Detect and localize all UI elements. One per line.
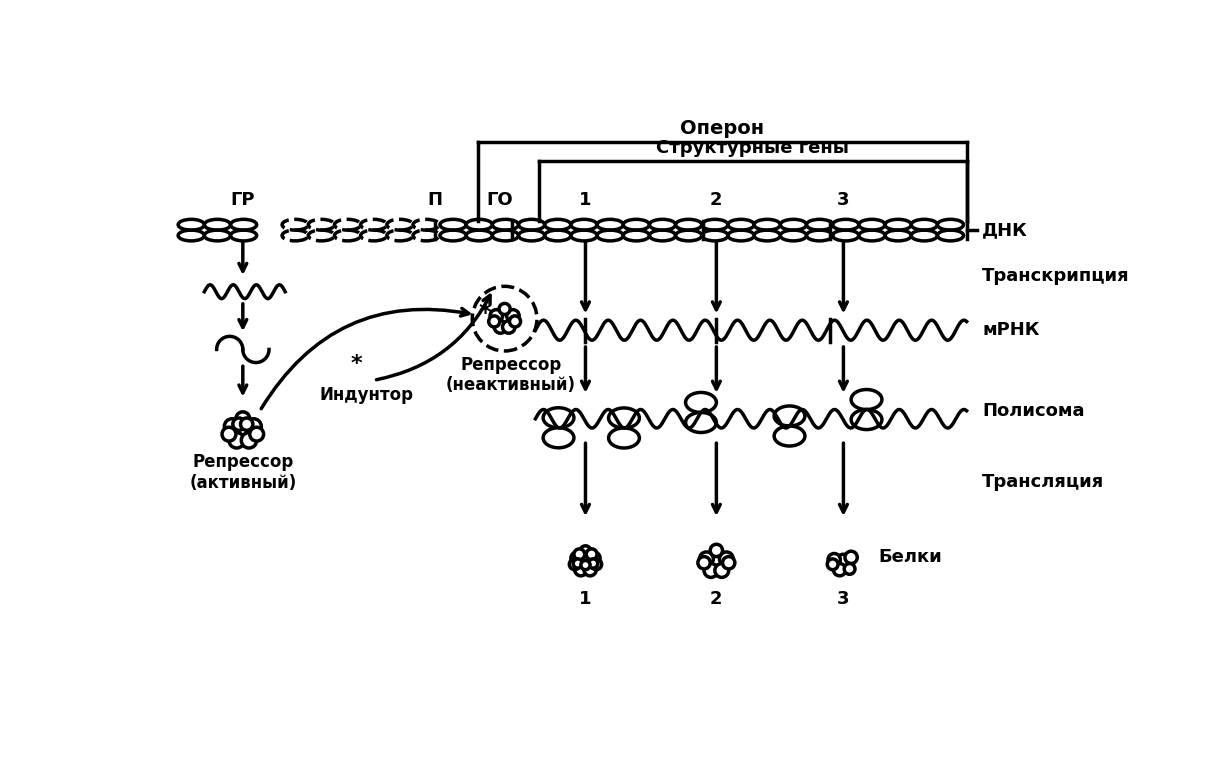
Circle shape <box>580 546 590 557</box>
Ellipse shape <box>774 426 805 446</box>
Ellipse shape <box>609 408 639 428</box>
Circle shape <box>569 559 580 570</box>
Circle shape <box>499 304 511 315</box>
Text: 2: 2 <box>710 191 722 208</box>
Circle shape <box>574 549 584 560</box>
Text: 3: 3 <box>837 591 849 608</box>
Ellipse shape <box>543 428 574 448</box>
Text: ГО: ГО <box>486 191 513 208</box>
Ellipse shape <box>609 428 639 448</box>
Text: 3: 3 <box>837 191 849 208</box>
Text: Репрессор
(активный): Репрессор (активный) <box>189 454 296 492</box>
Circle shape <box>584 564 597 576</box>
Text: Трансляция: Трансляция <box>983 473 1105 491</box>
Ellipse shape <box>851 390 882 410</box>
Text: ГР: ГР <box>231 191 255 208</box>
Circle shape <box>586 549 597 560</box>
Circle shape <box>828 559 839 570</box>
Circle shape <box>571 552 583 564</box>
Text: П: П <box>428 191 443 208</box>
Text: *: * <box>351 355 362 375</box>
Circle shape <box>710 544 722 557</box>
Text: Репрессор
(неактивный): Репрессор (неактивный) <box>445 355 576 394</box>
Circle shape <box>715 564 728 578</box>
Circle shape <box>236 412 249 426</box>
Text: Белки: Белки <box>878 548 941 566</box>
Circle shape <box>828 554 840 566</box>
Circle shape <box>490 310 502 322</box>
Ellipse shape <box>686 392 716 412</box>
Circle shape <box>509 316 520 327</box>
Circle shape <box>709 554 724 569</box>
Ellipse shape <box>851 410 882 430</box>
Text: Индунтор: Индунтор <box>319 385 413 404</box>
Text: Структурные гены: Структурные гены <box>657 139 849 157</box>
Circle shape <box>704 564 718 578</box>
Circle shape <box>494 321 507 333</box>
Circle shape <box>578 554 593 568</box>
Text: Полисома: Полисома <box>983 402 1084 420</box>
Text: 1: 1 <box>580 191 592 208</box>
Circle shape <box>249 428 264 441</box>
Circle shape <box>581 561 590 570</box>
Circle shape <box>836 554 851 568</box>
Circle shape <box>223 428 236 441</box>
Circle shape <box>845 564 855 574</box>
Text: Оперон: Оперон <box>680 118 765 138</box>
Text: ДНК: ДНК <box>983 221 1027 239</box>
Circle shape <box>698 557 710 569</box>
Text: 2: 2 <box>710 591 722 608</box>
Circle shape <box>590 559 601 570</box>
Circle shape <box>246 419 261 434</box>
Circle shape <box>699 552 713 566</box>
Circle shape <box>834 564 846 576</box>
Circle shape <box>502 321 515 333</box>
Text: *: * <box>478 301 491 325</box>
Circle shape <box>507 310 519 322</box>
Circle shape <box>588 552 600 564</box>
Text: 1: 1 <box>580 591 592 608</box>
Text: мРНК: мРНК <box>983 321 1039 339</box>
Circle shape <box>489 316 500 327</box>
Circle shape <box>845 551 857 564</box>
Circle shape <box>722 557 734 569</box>
Circle shape <box>720 552 733 566</box>
Circle shape <box>497 311 512 326</box>
Circle shape <box>224 419 240 434</box>
Ellipse shape <box>543 408 574 428</box>
Circle shape <box>241 433 257 448</box>
Circle shape <box>234 421 252 440</box>
Circle shape <box>574 559 582 568</box>
Circle shape <box>229 433 244 448</box>
Circle shape <box>232 418 246 431</box>
Ellipse shape <box>686 412 716 432</box>
Text: Транскрипция: Транскрипция <box>983 268 1130 285</box>
Ellipse shape <box>774 406 805 426</box>
Circle shape <box>241 418 253 431</box>
Circle shape <box>575 564 587 576</box>
Circle shape <box>588 559 598 568</box>
